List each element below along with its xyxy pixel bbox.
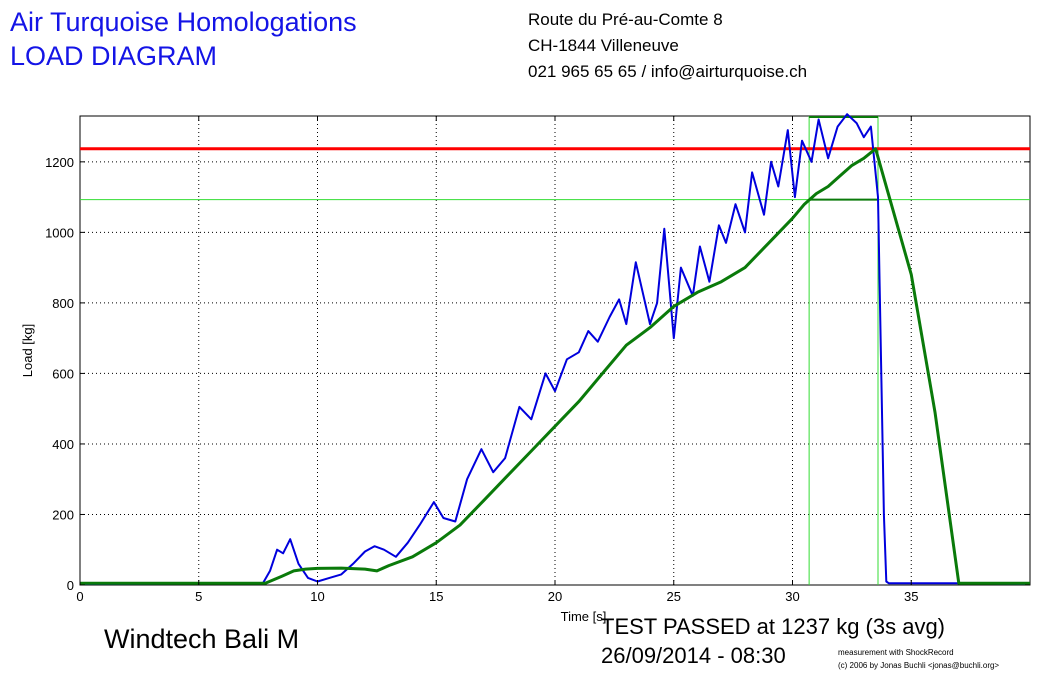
- glider-model: Windtech Bali M: [104, 624, 300, 654]
- credit-line-1: measurement with ShockRecord: [838, 648, 954, 657]
- raw-load-series-line: [79, 113, 1031, 585]
- address-line-contact: 021 965 65 65 / info@airturquoise.ch: [528, 62, 808, 81]
- y-tick-label: 1200: [45, 155, 74, 170]
- x-tick-label: 25: [667, 589, 681, 604]
- x-tick-label: 5: [195, 589, 202, 604]
- y-axis-label: Load [kg]: [20, 324, 35, 378]
- x-axis-label: Time [s]: [561, 609, 607, 624]
- y-tick-label: 400: [52, 437, 74, 452]
- x-tick-label: 15: [429, 589, 443, 604]
- axis-ticks: 0 5 10 15 20 25 30 35 0 200 400 600 800 1000 1200: [45, 116, 1030, 604]
- test-result: TEST PASSED at 1237 kg (3s avg): [601, 614, 946, 639]
- y-tick-label: 800: [52, 296, 74, 311]
- address-line-street: Route du Pré-au-Comte 8: [528, 10, 723, 29]
- address-line-city: CH-1844 Villeneuve: [528, 36, 679, 55]
- x-tick-label: 30: [785, 589, 799, 604]
- x-tick-label: 20: [548, 589, 562, 604]
- test-datetime: 26/09/2014 - 08:30: [601, 643, 786, 668]
- credit-line-2: (c) 2006 by Jonas Buchli <jonas@buchli.o…: [838, 661, 1000, 670]
- company-name: Air Turquoise Homologations: [10, 7, 357, 37]
- y-tick-label: 0: [67, 578, 74, 593]
- document-title: LOAD DIAGRAM: [10, 41, 218, 71]
- x-tick-label: 10: [310, 589, 324, 604]
- series-layer: [79, 113, 1031, 585]
- y-tick-label: 1000: [45, 225, 74, 240]
- y-tick-label: 200: [52, 507, 74, 522]
- x-tick-label: 35: [904, 589, 918, 604]
- avg-load-series-line: [80, 147, 1030, 585]
- x-tick-label: 0: [76, 589, 83, 604]
- y-tick-label: 600: [52, 366, 74, 381]
- reference-lines: [80, 116, 1030, 585]
